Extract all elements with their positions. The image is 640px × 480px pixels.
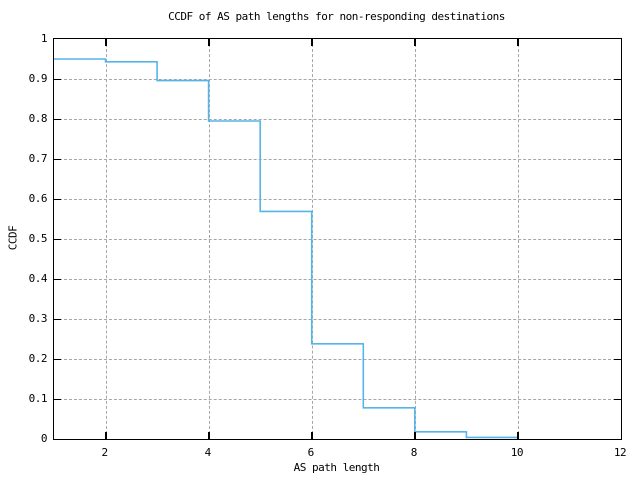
horizontal-gridline: [54, 159, 621, 160]
ccdf-step-line: [54, 58, 519, 439]
x-axis-label: AS path length: [293, 461, 380, 474]
x-tick-label: 10: [510, 446, 524, 459]
y-tick-mark: [614, 278, 621, 280]
x-tick-mark: [208, 39, 210, 46]
y-tick-label: 0.3: [28, 312, 48, 325]
y-tick-mark: [614, 158, 621, 160]
horizontal-gridline: [54, 119, 621, 120]
y-tick-mark: [614, 238, 621, 240]
y-tick-mark: [54, 278, 61, 280]
x-tick-mark: [311, 39, 313, 46]
y-tick-label: 1: [40, 32, 48, 45]
y-tick-label: 0.2: [28, 352, 48, 365]
x-tick-label: 4: [204, 446, 212, 459]
y-tick-mark: [614, 198, 621, 200]
series-path: [54, 58, 519, 439]
y-tick-mark: [54, 318, 61, 320]
x-tick-mark: [414, 39, 416, 46]
horizontal-gridline: [54, 399, 621, 400]
plot-area: [53, 38, 622, 440]
y-tick-label: 0.8: [28, 112, 48, 125]
x-tick-mark: [208, 432, 210, 439]
y-tick-label: 0.9: [28, 72, 48, 85]
y-tick-mark: [54, 238, 61, 240]
x-tick-label: 12: [613, 446, 627, 459]
y-tick-mark: [614, 318, 621, 320]
y-tick-mark: [54, 398, 61, 400]
x-tick-mark: [414, 432, 416, 439]
tick-layer: [54, 39, 621, 439]
x-tick-label: 8: [410, 446, 418, 459]
x-tick-label: 2: [101, 446, 108, 459]
y-tick-mark: [614, 398, 621, 400]
x-tick-mark: [105, 432, 107, 439]
y-tick-label: 0.1: [28, 392, 48, 405]
x-tick-mark: [105, 39, 107, 46]
y-tick-label: 0.7: [28, 152, 48, 165]
y-tick-mark: [54, 78, 61, 80]
horizontal-gridline: [54, 319, 621, 320]
x-tick-label: 6: [307, 446, 315, 459]
y-tick-mark: [54, 198, 61, 200]
y-tick-label: 0.6: [28, 192, 48, 205]
y-tick-mark: [614, 358, 621, 360]
horizontal-gridline: [54, 279, 621, 280]
y-tick-label: 0.4: [28, 272, 48, 285]
x-tick-mark: [517, 432, 519, 439]
horizontal-gridline: [54, 199, 621, 200]
y-tick-mark: [54, 358, 61, 360]
horizontal-gridline: [54, 239, 621, 240]
x-tick-mark: [311, 432, 313, 439]
y-tick-mark: [54, 158, 61, 160]
horizontal-gridline: [54, 79, 621, 80]
horizontal-gridline: [54, 359, 621, 360]
x-tick-mark: [517, 39, 519, 46]
y-tick-mark: [614, 118, 621, 120]
y-tick-mark: [614, 78, 621, 80]
y-tick-label: 0.5: [28, 232, 48, 245]
y-tick-label: 0: [40, 432, 48, 445]
chart-title: CCDF of AS path lengths for non-respondi…: [168, 10, 505, 23]
y-tick-mark: [54, 118, 61, 120]
